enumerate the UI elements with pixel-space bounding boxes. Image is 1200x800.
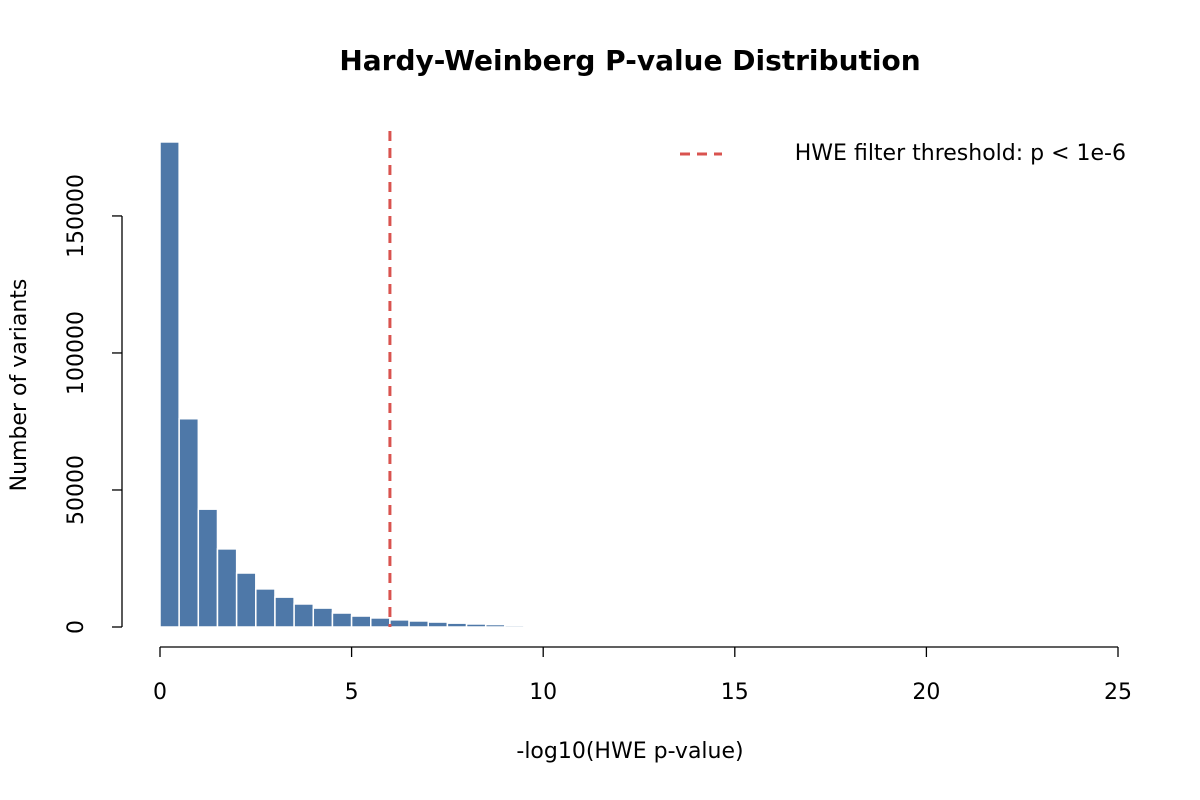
bar (293, 603, 315, 628)
bar (504, 624, 525, 628)
y-tick-label: 0 (64, 620, 89, 634)
bar (274, 596, 295, 628)
x-tick-label: 25 (1104, 680, 1132, 705)
y-axis-label: Number of variants (7, 279, 32, 492)
bar (178, 417, 200, 628)
legend-label: HWE filter threshold: p < 1e-6 (795, 141, 1126, 166)
x-tick-label: 0 (153, 680, 167, 705)
y-tick-label: 150000 (64, 174, 89, 258)
bar (255, 588, 276, 628)
bar (235, 572, 257, 628)
x-tick-label: 10 (529, 680, 557, 705)
bar (312, 607, 334, 628)
bar (408, 620, 429, 628)
bar (159, 141, 180, 628)
bar (331, 612, 353, 628)
y-tick-label: 100000 (64, 311, 89, 395)
bar (427, 621, 449, 628)
bar (446, 622, 468, 628)
bar (197, 508, 219, 628)
bar (484, 623, 506, 628)
y-tick-label: 50000 (64, 455, 89, 525)
bar (370, 617, 391, 628)
bar (350, 615, 372, 628)
x-axis-label: -log10(HWE p-value) (516, 739, 743, 764)
x-tick-label: 15 (721, 680, 749, 705)
x-tick-label: 20 (912, 680, 940, 705)
bar (216, 548, 238, 628)
bar (523, 625, 544, 628)
chart-title: Hardy-Weinberg P-value Distribution (339, 44, 920, 77)
bar (389, 619, 410, 628)
x-tick-label: 5 (345, 680, 359, 705)
bar (465, 623, 487, 628)
